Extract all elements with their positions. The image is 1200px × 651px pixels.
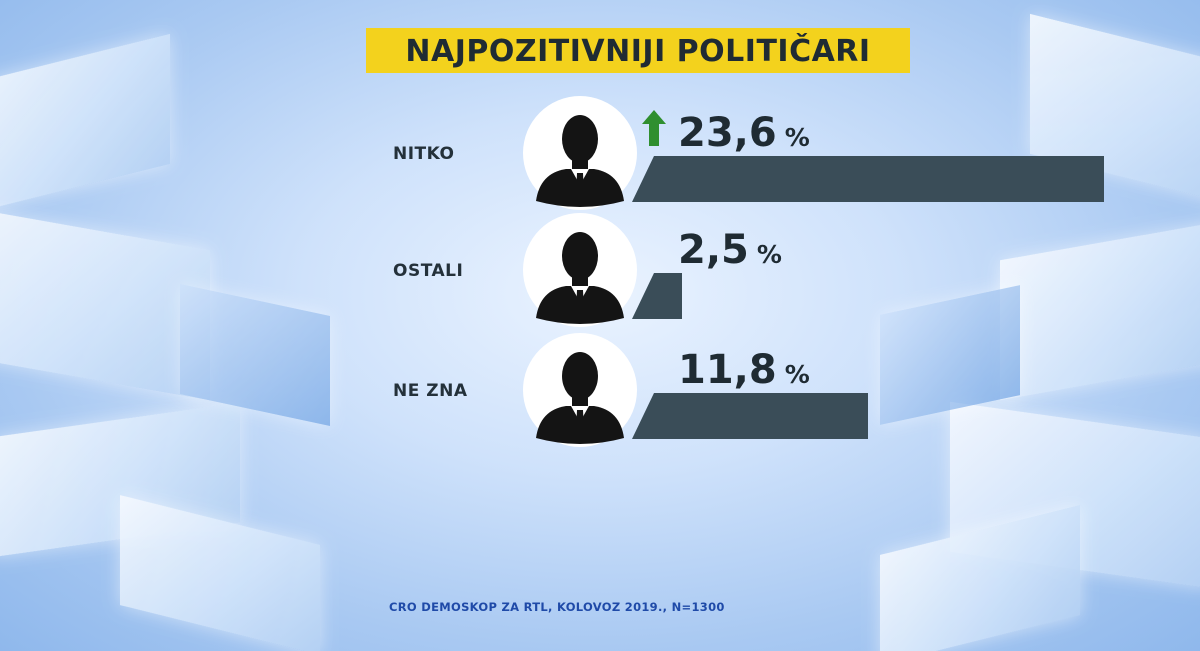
bar	[632, 393, 868, 439]
data-unit: %	[785, 123, 810, 152]
data-label: 2,5%	[678, 227, 782, 273]
tie	[576, 290, 584, 316]
data-value: 2,5	[678, 227, 749, 273]
title-banner: NAJPOZITIVNIJI POLITIČARI	[366, 28, 910, 73]
source-note: CRO DEMOSKOP ZA RTL, KOLOVOZ 2019., N=13…	[389, 600, 725, 614]
data-value: 11,8	[678, 347, 777, 393]
person-silhouette-icon	[523, 96, 637, 210]
silhouette-head	[562, 232, 598, 280]
silhouette-head	[562, 115, 598, 163]
arrow-up-icon	[642, 110, 666, 146]
person-silhouette-icon	[523, 333, 637, 447]
tie	[576, 173, 584, 199]
category-label: NE ZNA	[393, 381, 468, 401]
data-unit: %	[785, 360, 810, 389]
person-silhouette-icon	[523, 213, 637, 327]
tie	[576, 410, 584, 436]
bar	[632, 273, 682, 319]
silhouette-head	[562, 352, 598, 400]
bar	[632, 156, 1104, 202]
data-label: 11,8%	[678, 347, 810, 393]
chart-title: NAJPOZITIVNIJI POLITIČARI	[405, 34, 871, 69]
category-label: OSTALI	[393, 261, 463, 281]
category-label: NITKO	[393, 144, 455, 164]
data-label: 23,6%	[678, 110, 810, 156]
data-unit: %	[757, 240, 782, 269]
data-value: 23,6	[678, 110, 777, 156]
